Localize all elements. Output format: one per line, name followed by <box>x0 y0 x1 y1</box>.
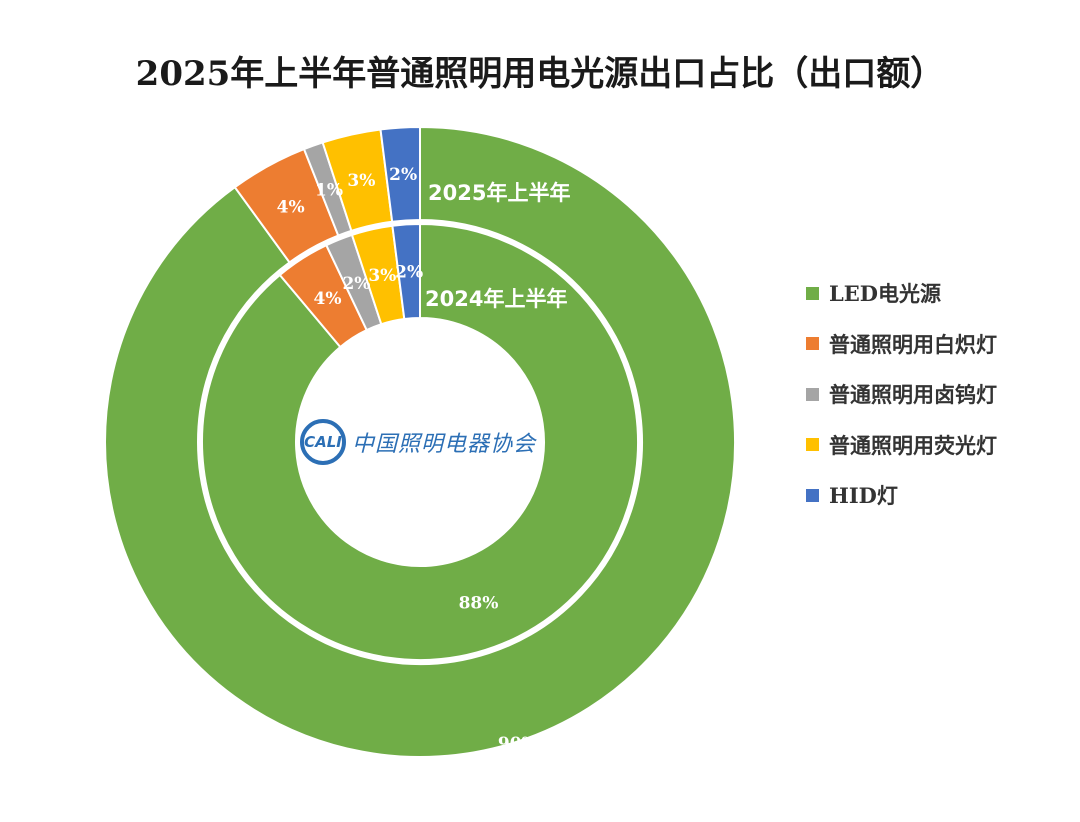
ring-label-outer: 2025年上半年 <box>428 181 570 205</box>
legend-swatch <box>806 286 819 300</box>
slice-label-outer-4: 2% <box>389 165 417 185</box>
slice-inner-0 <box>201 222 639 661</box>
legend: LED电光源普通照明用白炽灯 普通照明用卤钨灯 普通照明用荧光灯 HID灯 <box>806 268 997 521</box>
legend-item: LED电光源 <box>806 268 997 319</box>
legend-label: 普通照明用白炽灯 <box>829 331 997 357</box>
ring-label-inner: 2024年上半年 <box>425 287 567 311</box>
legend-item: 普通照明用卤钨灯 <box>806 369 997 420</box>
slice-label-inner-4: 2% <box>395 262 423 282</box>
legend-item: 普通照明用白炽灯 <box>806 319 997 370</box>
legend-swatch <box>806 438 819 452</box>
legend-item: HID灯 <box>806 470 997 521</box>
inner-ring <box>201 222 639 661</box>
legend-label: HID灯 <box>829 483 898 509</box>
slice-label-outer-3: 3% <box>347 171 375 191</box>
slice-labels: 90%4%1% 3% 2%88%4%2%3%2% <box>277 165 538 754</box>
slice-label-inner-3: 3% <box>368 266 396 286</box>
logo-mark-icon: CALI <box>300 419 346 465</box>
slice-label-inner-0: 88% <box>459 594 499 614</box>
slice-outer-0 <box>104 125 736 758</box>
slice-inner-4 <box>391 222 421 321</box>
outer-ring <box>104 125 736 758</box>
legend-label: 普通照明用荧光灯 <box>829 432 997 458</box>
slice-label-outer-0: 90% <box>498 734 538 754</box>
logo-text: 中国照明电器协会 <box>352 432 537 457</box>
legend-label: 普通照明用卤钨灯 <box>829 382 997 408</box>
legend-item: 普通照明用荧光灯 <box>806 420 997 471</box>
slice-label-outer-2: 1% <box>315 180 343 200</box>
slice-label-inner-2: 2% <box>342 274 370 294</box>
legend-label: LED电光源 <box>829 281 941 307</box>
slice-label-inner-1: 4% <box>314 289 342 309</box>
legend-swatch <box>806 387 819 401</box>
logo-mark-text: CALI <box>304 433 342 451</box>
slice-label-outer-1: 4% <box>277 198 305 218</box>
legend-swatch <box>806 488 819 502</box>
chart-title: 2025年上半年普通照明用电光源出口占比（出口额） <box>135 54 945 94</box>
slice-outer-4 <box>379 125 421 223</box>
legend-swatch <box>806 337 819 351</box>
association-logo: CALI 中国照明电器协会 <box>300 418 550 466</box>
